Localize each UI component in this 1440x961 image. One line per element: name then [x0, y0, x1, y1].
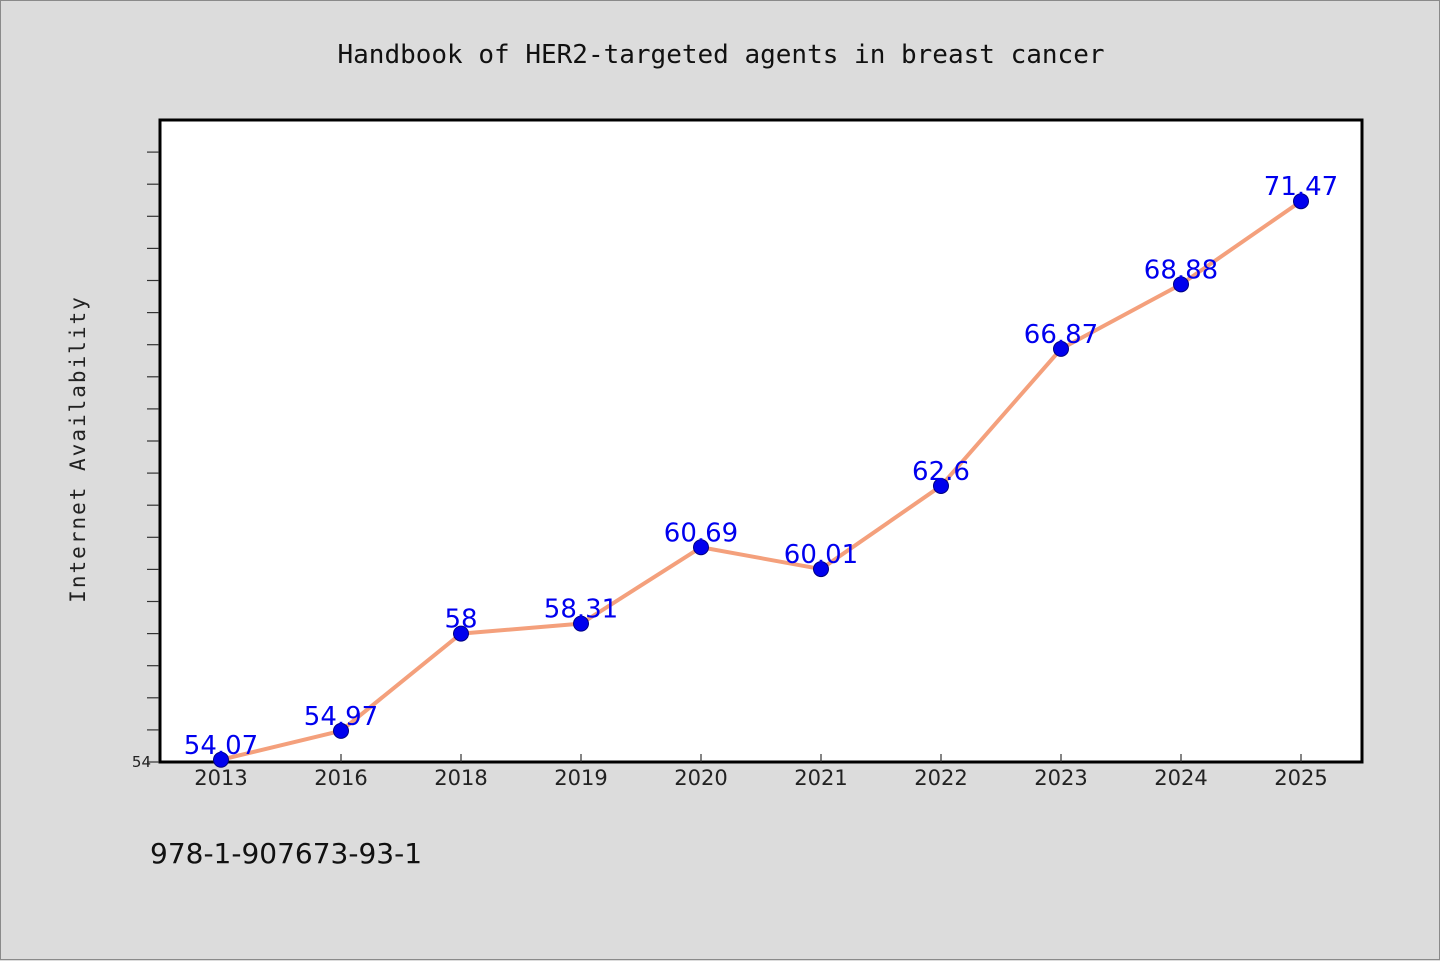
data-point: [453, 625, 469, 642]
x-tick-label: 2020: [674, 766, 727, 790]
data-label: 54.07: [184, 731, 258, 761]
x-tick-label: 2018: [434, 766, 487, 790]
plot-area: [158, 118, 1364, 764]
data-label: 62.6: [912, 457, 970, 487]
data-label: 58.31: [544, 595, 618, 625]
data-label: 60.69: [664, 518, 738, 548]
data-label: 60.01: [784, 540, 858, 570]
series-layer: 54.07 54.97 58 58.31 60.69 60.01 62.6 66.87 68.8…: [184, 172, 1338, 768]
data-label: 66.87: [1024, 320, 1098, 350]
data-point: [213, 751, 229, 768]
data-label: 58: [444, 605, 477, 635]
data-label: 71.47: [1264, 172, 1338, 202]
x-axis-ticks: 2013 2016 2018 2019 2020 2021 2022 2023 2024 2025: [194, 754, 1328, 790]
x-tick-label: 2021: [794, 766, 847, 790]
x-tick-label: 2025: [1274, 766, 1327, 790]
series-line: [219, 199, 1303, 762]
data-point: [333, 722, 349, 739]
isbn-text: 978-1-907673-93-1: [150, 837, 422, 870]
y-axis-label: Internet Availability: [66, 295, 90, 603]
data-point: [693, 539, 709, 556]
data-point: [933, 477, 949, 494]
data-point: [1053, 340, 1069, 357]
data-point: [1293, 193, 1309, 210]
x-tick-label: 2019: [554, 766, 607, 790]
x-tick-label: 2016: [314, 766, 367, 790]
x-tick-label: 2024: [1154, 766, 1207, 790]
data-label: 68.88: [1144, 255, 1218, 285]
data-point: [1173, 276, 1189, 293]
y-axis-ticks: 54: [132, 151, 159, 771]
x-tick-label: 2013: [194, 766, 247, 790]
x-tick-label: 2023: [1034, 766, 1087, 790]
data-point: [813, 561, 829, 578]
data-label: 54.97: [304, 702, 378, 732]
data-point: [573, 615, 589, 632]
x-tick-label: 2022: [914, 766, 967, 790]
y-tick-label: 54: [132, 753, 151, 771]
chart-title: Handbook of HER2-targeted agents in brea…: [337, 40, 1104, 70]
